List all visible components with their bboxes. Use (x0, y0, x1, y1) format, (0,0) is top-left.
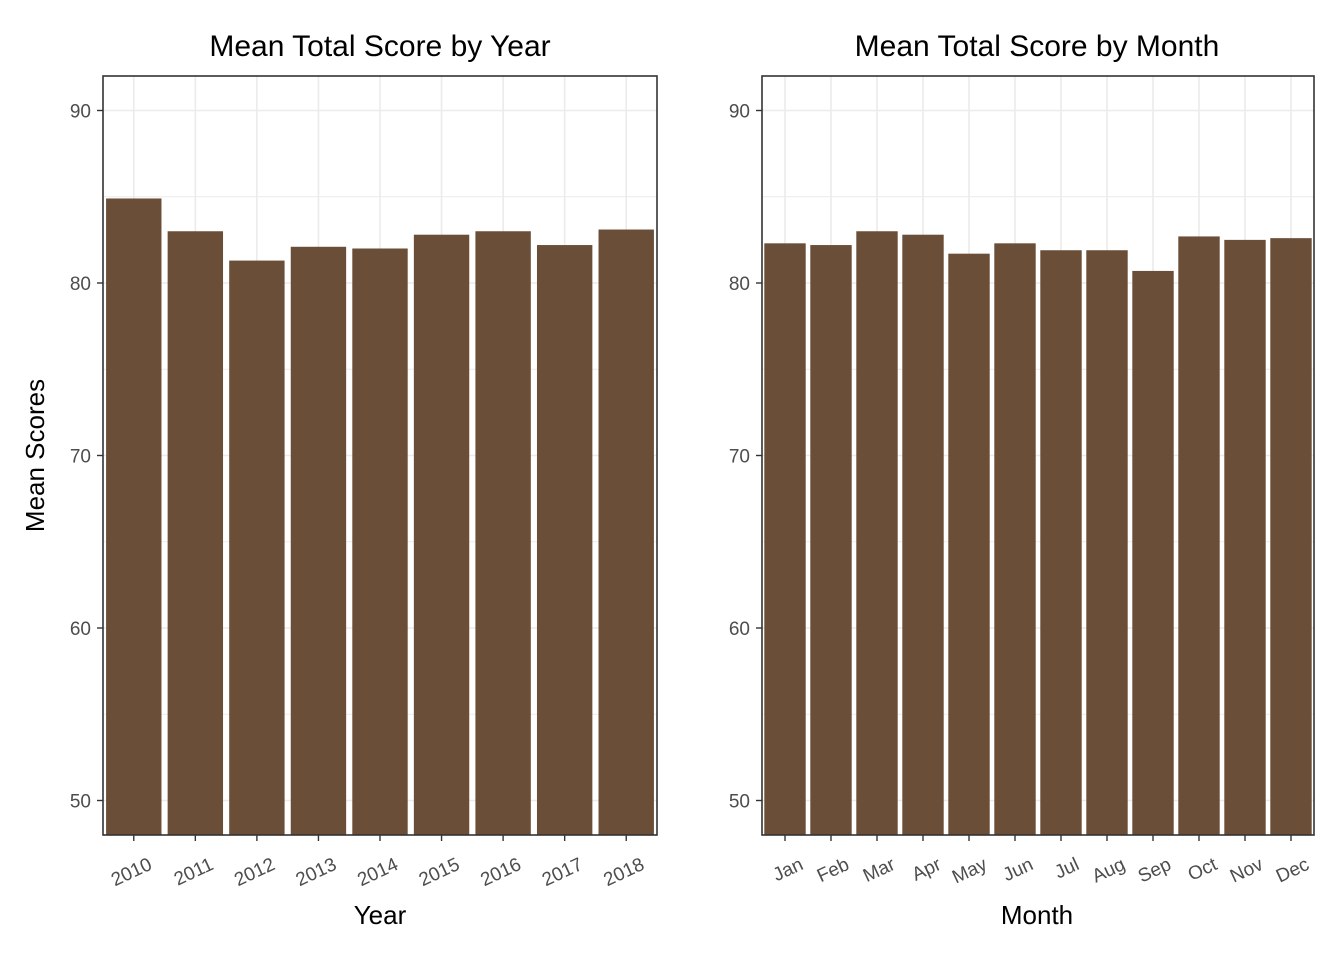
chart-title: Mean Total Score by Month (855, 30, 1220, 63)
bar-2013 (290, 246, 347, 835)
bar-2012 (229, 260, 285, 835)
x-tick-label: Dec (1273, 854, 1313, 887)
y-tick-label: 50 (729, 792, 750, 813)
x-tick-label: Jul (1052, 854, 1083, 883)
bar-2011 (167, 231, 224, 835)
bar-2010 (106, 198, 162, 836)
bar-jun (994, 243, 1036, 835)
x-tick-label: 2018 (601, 854, 648, 891)
y-tick-label: 70 (729, 447, 750, 468)
x-axis-title: Year (354, 900, 407, 930)
bar-2015 (413, 234, 470, 835)
y-tick-label: 50 (70, 792, 91, 813)
y-tick-label: 90 (729, 102, 750, 123)
bar-apr (902, 234, 944, 835)
y-tick-label: 80 (729, 274, 750, 295)
y-tick-label: 60 (70, 619, 91, 640)
x-tick-label: 2015 (416, 854, 463, 891)
x-tick-label: 2013 (293, 854, 340, 891)
x-tick-label: 2017 (539, 854, 586, 891)
chart-panel-1: 50 60 70 80 90 2010 2011 2012 2013 2014 2015 2016 20… (20, 30, 658, 930)
y-axis-title: Mean Scores (20, 379, 50, 532)
chart-title: Mean Total Score by Year (209, 30, 550, 63)
x-tick-label: 2012 (231, 854, 278, 891)
bar-nov (1224, 239, 1266, 835)
chart-panel-2: 50 60 70 80 90 Jan Feb Mar Apr May Jun Jul Aug Sep Oct… (729, 30, 1315, 930)
x-tick-label: 2016 (477, 854, 524, 891)
bar-aug (1086, 250, 1128, 836)
x-tick-label: Nov (1227, 854, 1267, 888)
bar-jan (764, 243, 806, 835)
y-tick-label: 70 (70, 447, 91, 468)
x-tick-label: Sep (1135, 854, 1175, 887)
bar-2014 (352, 248, 408, 835)
y-tick-label: 90 (70, 102, 91, 123)
bar-mar (856, 231, 898, 835)
x-tick-label: Mar (860, 854, 899, 887)
bar-jul (1040, 250, 1082, 836)
x-tick-label: Jun (1000, 854, 1037, 886)
y-tick-label: 60 (729, 619, 750, 640)
x-tick-label: Jan (770, 854, 807, 886)
x-axis-title: Month (1001, 900, 1073, 930)
bar-2016 (475, 231, 531, 835)
y-tick-label: 80 (70, 274, 91, 295)
x-tick-label: Feb (814, 854, 853, 887)
bar-may (948, 253, 990, 836)
x-tick-label: Oct (1185, 854, 1221, 886)
x-tick-label: Aug (1089, 854, 1129, 887)
bar-2017 (536, 245, 593, 836)
x-tick-label: 2010 (108, 854, 155, 891)
bar-dec (1270, 238, 1312, 835)
bar-feb (810, 245, 852, 836)
bar-sep (1132, 270, 1174, 835)
bar-oct (1178, 236, 1220, 836)
bar-2018 (598, 229, 654, 835)
x-tick-label: 2014 (354, 854, 402, 891)
x-tick-label: 2011 (171, 854, 217, 890)
x-tick-label: May (949, 854, 991, 888)
x-tick-label: Apr (909, 854, 945, 886)
